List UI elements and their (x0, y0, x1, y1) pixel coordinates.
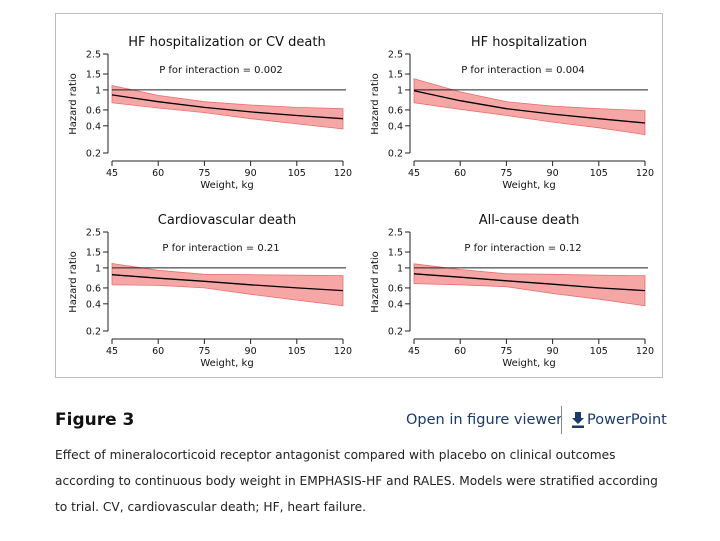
y-tick-label: 0.4 (86, 299, 101, 310)
chart-panel-4: All-cause death P for interaction = 0.12 0… (370, 213, 654, 369)
chart-title: All-cause death (479, 213, 580, 228)
y-tick-label: 0.2 (388, 327, 403, 338)
figure-charts: HF hospitalization or CV death P for inte… (68, 35, 654, 369)
chart-panel-3: Cardiovascular death P for interaction = … (68, 213, 352, 369)
y-tick-label: 2.5 (86, 50, 101, 61)
confidence-band (111, 263, 344, 307)
open-figure-viewer-link[interactable]: Open in figure viewer (406, 412, 563, 428)
x-tick-label: 45 (408, 168, 420, 179)
y-tick-label: 0.4 (86, 121, 101, 132)
y-axis-label: Hazard ratio (370, 73, 381, 135)
x-axis-label: Weight, kg (502, 358, 555, 369)
p-interaction-label: P for interaction = 0.002 (159, 65, 283, 76)
x-tick-label: 105 (590, 168, 608, 179)
figure-title: Figure 3 (55, 410, 135, 430)
y-tick-label: 1 (95, 263, 101, 274)
figure-image: HF hospitalization or CV death P for inte… (55, 13, 663, 378)
y-tick-label: 0.6 (388, 105, 403, 116)
powerpoint-download-link[interactable]: PowerPoint (571, 412, 667, 428)
x-tick-label: 120 (636, 168, 654, 179)
x-tick-label: 120 (636, 346, 654, 357)
x-tick-label: 75 (198, 346, 210, 357)
x-tick-label: 75 (500, 168, 512, 179)
x-axis-label: Weight, kg (200, 180, 253, 191)
y-tick-label: 1 (397, 85, 403, 96)
hazard-ratio-line (111, 274, 344, 292)
y-tick-label: 0.2 (86, 327, 101, 338)
hazard-ratio-line (413, 273, 646, 292)
figure-caption: Effect of mineralocorticoid receptor ant… (55, 448, 658, 514)
y-tick-label: 2.5 (388, 228, 403, 239)
x-tick-label: 90 (547, 346, 559, 357)
y-axis-label: Hazard ratio (68, 251, 79, 313)
powerpoint-label: PowerPoint (587, 412, 667, 428)
y-tick-label: 0.2 (86, 149, 101, 160)
confidence-band (111, 85, 344, 130)
y-tick-label: 0.2 (388, 149, 403, 160)
x-tick-label: 45 (106, 168, 118, 179)
y-tick-label: 2.5 (388, 50, 403, 61)
y-tick-label: 0.4 (388, 121, 403, 132)
x-tick-label: 90 (245, 168, 257, 179)
hazard-ratio-line (413, 90, 646, 124)
x-tick-label: 45 (106, 346, 118, 357)
x-tick-label: 60 (454, 346, 466, 357)
y-tick-label: 1.5 (86, 70, 101, 81)
chart-panel-1: HF hospitalization or CV death P for inte… (68, 35, 352, 191)
y-tick-label: 1 (397, 263, 403, 274)
x-tick-label: 90 (245, 346, 257, 357)
x-tick-label: 45 (408, 346, 420, 357)
x-tick-label: 105 (590, 346, 608, 357)
y-tick-label: 0.4 (388, 299, 403, 310)
p-interaction-label: P for interaction = 0.004 (461, 65, 585, 76)
x-tick-label: 75 (500, 346, 512, 357)
x-axis-label: Weight, kg (502, 180, 555, 191)
y-tick-label: 0.6 (86, 105, 101, 116)
x-axis-label: Weight, kg (200, 358, 253, 369)
y-axis-label: Hazard ratio (68, 73, 79, 135)
y-tick-label: 1 (95, 85, 101, 96)
x-tick-label: 90 (547, 168, 559, 179)
x-tick-label: 105 (288, 168, 306, 179)
download-icon (572, 412, 584, 428)
x-tick-label: 120 (334, 168, 352, 179)
x-tick-label: 60 (152, 346, 164, 357)
x-tick-label: 75 (198, 168, 210, 179)
chart-panel-2: HF hospitalization P for interaction = 0.… (370, 35, 654, 191)
link-divider (561, 406, 562, 434)
y-tick-label: 1.5 (86, 248, 101, 259)
hazard-ratio-line (111, 94, 344, 120)
chart-title: Cardiovascular death (158, 213, 296, 228)
confidence-band (413, 78, 646, 136)
p-interaction-label: P for interaction = 0.21 (162, 243, 279, 254)
y-axis-label: Hazard ratio (370, 251, 381, 313)
y-tick-label: 2.5 (86, 228, 101, 239)
y-tick-label: 0.6 (86, 283, 101, 294)
confidence-band (413, 263, 646, 307)
chart-title: HF hospitalization (471, 35, 587, 50)
x-tick-label: 105 (288, 346, 306, 357)
chart-title: HF hospitalization or CV death (128, 35, 325, 50)
x-tick-label: 120 (334, 346, 352, 357)
p-interaction-label: P for interaction = 0.12 (464, 243, 581, 254)
y-tick-label: 0.6 (388, 283, 403, 294)
x-tick-label: 60 (152, 168, 164, 179)
x-tick-label: 60 (454, 168, 466, 179)
y-tick-label: 1.5 (388, 70, 403, 81)
y-tick-label: 1.5 (388, 248, 403, 259)
